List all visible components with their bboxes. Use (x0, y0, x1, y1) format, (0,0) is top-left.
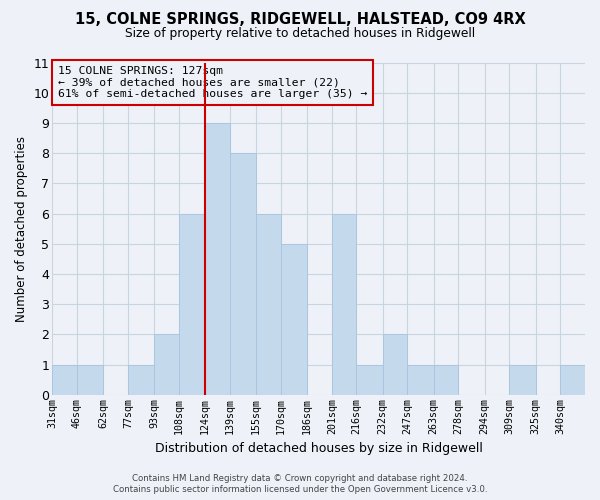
Bar (332, 214, 356, 395)
Text: Contains HM Land Registry data © Crown copyright and database right 2024.
Contai: Contains HM Land Registry data © Crown c… (113, 474, 487, 494)
Bar (256, 214, 281, 395)
Bar (230, 153, 256, 395)
Text: Size of property relative to detached houses in Ridgewell: Size of property relative to detached ho… (125, 28, 475, 40)
Bar (407, 364, 434, 395)
Bar (560, 364, 585, 395)
Text: 15 COLNE SPRINGS: 127sqm
← 39% of detached houses are smaller (22)
61% of semi-d: 15 COLNE SPRINGS: 127sqm ← 39% of detach… (58, 66, 367, 99)
Y-axis label: Number of detached properties: Number of detached properties (15, 136, 28, 322)
Bar (281, 244, 307, 395)
Bar (128, 364, 154, 395)
Bar (179, 214, 205, 395)
Bar (77, 364, 103, 395)
Bar (383, 334, 407, 395)
X-axis label: Distribution of detached houses by size in Ridgewell: Distribution of detached houses by size … (155, 442, 482, 455)
Bar (205, 123, 230, 395)
Bar (434, 364, 458, 395)
Bar (356, 364, 383, 395)
Bar (509, 364, 536, 395)
Bar (154, 334, 179, 395)
Bar (52, 364, 77, 395)
Text: 15, COLNE SPRINGS, RIDGEWELL, HALSTEAD, CO9 4RX: 15, COLNE SPRINGS, RIDGEWELL, HALSTEAD, … (74, 12, 526, 28)
